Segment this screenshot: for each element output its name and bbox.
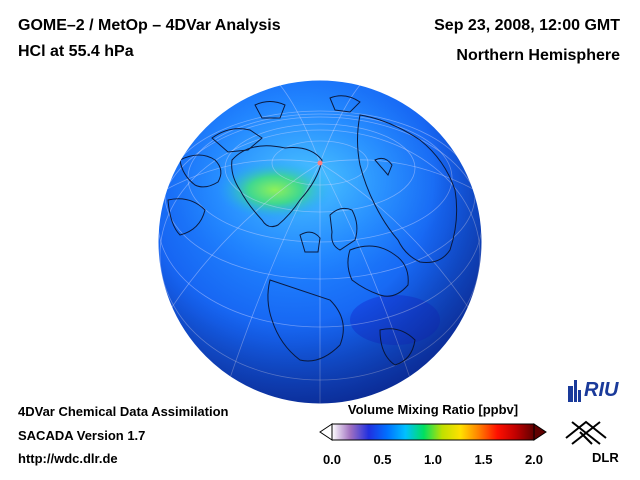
map-title: GOME–2 / MetOp – 4DVar Analysis xyxy=(18,17,281,34)
colorbar-tick-label: 0.0 xyxy=(322,452,342,467)
footer-line-1: 4DVar Chemical Data Assimilation xyxy=(18,404,229,419)
colorbar-gradient xyxy=(331,423,535,441)
dlr-logo-icon xyxy=(565,420,607,445)
colorbar-tick-label: 0.5 xyxy=(373,452,392,467)
footer-url-link[interactable]: http://wdc.dlr.de xyxy=(18,451,118,466)
map-region: Northern Hemisphere xyxy=(456,47,620,64)
colorbar-max-arrow xyxy=(533,423,547,441)
map-subtitle: HCl at 55.4 hPa xyxy=(18,43,134,60)
map-datetime: Sep 23, 2008, 12:00 GMT xyxy=(434,17,620,34)
colorbar-title: Volume Mixing Ratio [ppbv] xyxy=(347,402,519,417)
colorbar-tick-label: 1.5 xyxy=(474,452,493,467)
colorbar-tick-label: 1.0 xyxy=(423,452,443,467)
riu-logo: RIU xyxy=(568,379,619,402)
colorbar-min-arrow xyxy=(319,423,333,441)
footer-line-2: SACADA Version 1.7 xyxy=(18,428,146,443)
dlr-logo-label: DLR xyxy=(592,450,619,465)
svg-text:RIU: RIU xyxy=(584,379,619,401)
colorbar-tick-label: 2.0 xyxy=(524,452,544,467)
colorbar xyxy=(319,423,547,441)
globe-outline xyxy=(157,79,483,405)
